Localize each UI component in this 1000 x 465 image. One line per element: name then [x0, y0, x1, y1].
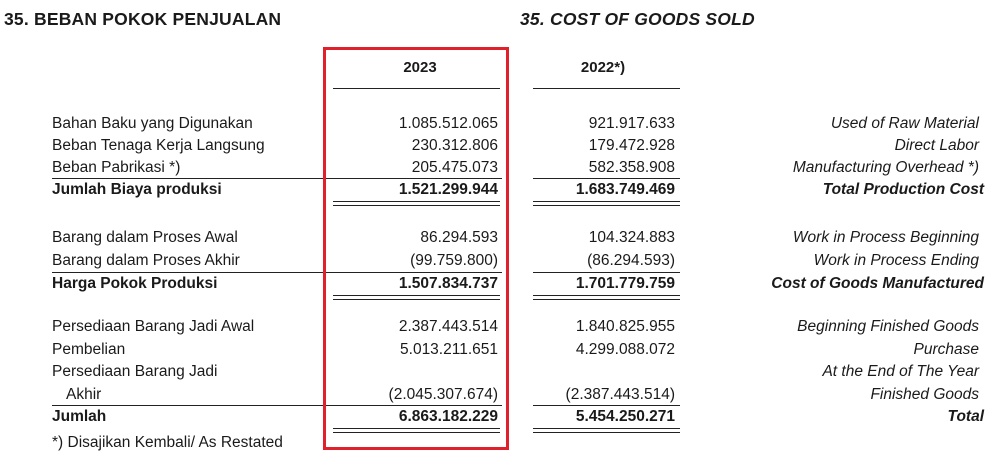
value-2022: 1.701.779.759	[575, 275, 675, 292]
row-label: Pembelian	[52, 341, 126, 358]
section-title-id: 35. BEBAN POKOK PENJUALAN	[4, 9, 282, 29]
header-rule-2022	[533, 88, 680, 89]
row-label: Jumlah Biaya produksi	[52, 181, 222, 198]
table-row: Barang dalam Proses Awal 86.294.593 104.…	[0, 227, 1000, 249]
value-2023: (2.045.307.674)	[388, 386, 498, 403]
subtotal-rule	[533, 178, 680, 179]
subtotal-rule	[533, 272, 680, 273]
row-label-en: Beginning Finished Goods	[797, 318, 979, 335]
value-2022: 1.683.749.469	[575, 181, 675, 198]
table-row: Persediaan Barang Jadi At the End of The…	[0, 361, 1000, 383]
subtotal-rule	[533, 405, 680, 406]
table-row: Bahan Baku yang Digunakan 1.085.512.065 …	[0, 113, 1000, 135]
table-row: Pembelian 5.013.211.651 4.299.088.072 Pu…	[0, 339, 1000, 361]
table-row-total: Harga Pokok Produksi 1.507.834.737 1.701…	[0, 273, 1000, 295]
table-row: Persediaan Barang Jadi Awal 2.387.443.51…	[0, 316, 1000, 338]
row-label-en: Total Production Cost	[822, 181, 984, 198]
row-label: Akhir	[66, 386, 102, 403]
value-2023: 1.085.512.065	[398, 115, 498, 132]
subtotal-rule	[52, 405, 502, 406]
row-label-en: At the End of The Year	[822, 363, 979, 380]
value-2023: 205.475.073	[411, 159, 498, 176]
row-label-en: Purchase	[913, 341, 979, 358]
table-row: Beban Pabrikasi *) 205.475.073 582.358.9…	[0, 157, 1000, 179]
table-row-total: Jumlah Biaya produksi 1.521.299.944 1.68…	[0, 179, 1000, 201]
row-label-en: Used of Raw Material	[830, 115, 979, 132]
row-label: Beban Pabrikasi *)	[52, 159, 181, 176]
table-row: Akhir (2.045.307.674) (2.387.443.514) Fi…	[0, 384, 1000, 406]
row-label-en: Total	[947, 408, 984, 425]
value-2023: 2.387.443.514	[398, 318, 498, 335]
row-label: Persediaan Barang Jadi Awal	[52, 318, 255, 335]
value-2022: 582.358.908	[588, 159, 675, 176]
row-label-en: Direct Labor	[894, 137, 979, 154]
total-double-rule	[533, 295, 680, 300]
table-row: Beban Tenaga Kerja Langsung 230.312.806 …	[0, 135, 1000, 157]
value-2022: 4.299.088.072	[575, 341, 675, 358]
value-2022: 179.472.928	[588, 137, 675, 154]
column-header-2022: 2022*)	[580, 59, 626, 76]
value-2022: 5.454.250.271	[575, 408, 675, 425]
column-header-2023: 2023	[403, 59, 437, 76]
subtotal-rule	[52, 178, 502, 179]
row-label-en: Finished Goods	[870, 386, 979, 403]
value-2023: 86.294.593	[420, 229, 498, 246]
value-2023: 1.521.299.944	[398, 181, 498, 198]
row-label-en: Cost of Goods Manufactured	[771, 275, 984, 292]
value-2023: 5.013.211.651	[400, 341, 498, 358]
row-label: Jumlah	[52, 408, 107, 425]
header-rule-2023	[333, 88, 500, 89]
total-double-rule	[333, 295, 500, 300]
value-2022: (86.294.593)	[587, 252, 675, 269]
row-label: Bahan Baku yang Digunakan	[52, 115, 253, 132]
row-label: Beban Tenaga Kerja Langsung	[52, 137, 265, 154]
row-label-en: Manufacturing Overhead *)	[792, 159, 979, 176]
value-2022: 1.840.825.955	[575, 318, 675, 335]
table-row-total: Jumlah 6.863.182.229 5.454.250.271 Total	[0, 406, 1000, 428]
total-double-rule	[533, 201, 680, 206]
total-double-rule	[333, 428, 500, 433]
row-label: Barang dalam Proses Awal	[52, 229, 238, 246]
row-label: Barang dalam Proses Akhir	[52, 252, 240, 269]
total-double-rule	[533, 428, 680, 433]
subtotal-rule	[52, 272, 502, 273]
row-label: Persediaan Barang Jadi	[52, 363, 218, 380]
value-2022: 921.917.633	[588, 115, 675, 132]
row-label-en: Work in Process Ending	[813, 252, 979, 269]
value-2022: (2.387.443.514)	[565, 386, 675, 403]
total-double-rule	[333, 201, 500, 206]
table-row: Barang dalam Proses Akhir (99.759.800) (…	[0, 250, 1000, 272]
value-2023: 230.312.806	[411, 137, 498, 154]
highlight-box-2023	[323, 47, 509, 450]
section-title-en: 35. COST OF GOODS SOLD	[520, 9, 755, 29]
value-2023: 1.507.834.737	[398, 275, 498, 292]
value-2023: 6.863.182.229	[398, 408, 498, 425]
value-2022: 104.324.883	[588, 229, 675, 246]
value-2023: (99.759.800)	[410, 252, 498, 269]
row-label: Harga Pokok Produksi	[52, 275, 218, 292]
row-label-en: Work in Process Beginning	[792, 229, 979, 246]
footnote: *) Disajikan Kembali/ As Restated	[52, 434, 283, 451]
